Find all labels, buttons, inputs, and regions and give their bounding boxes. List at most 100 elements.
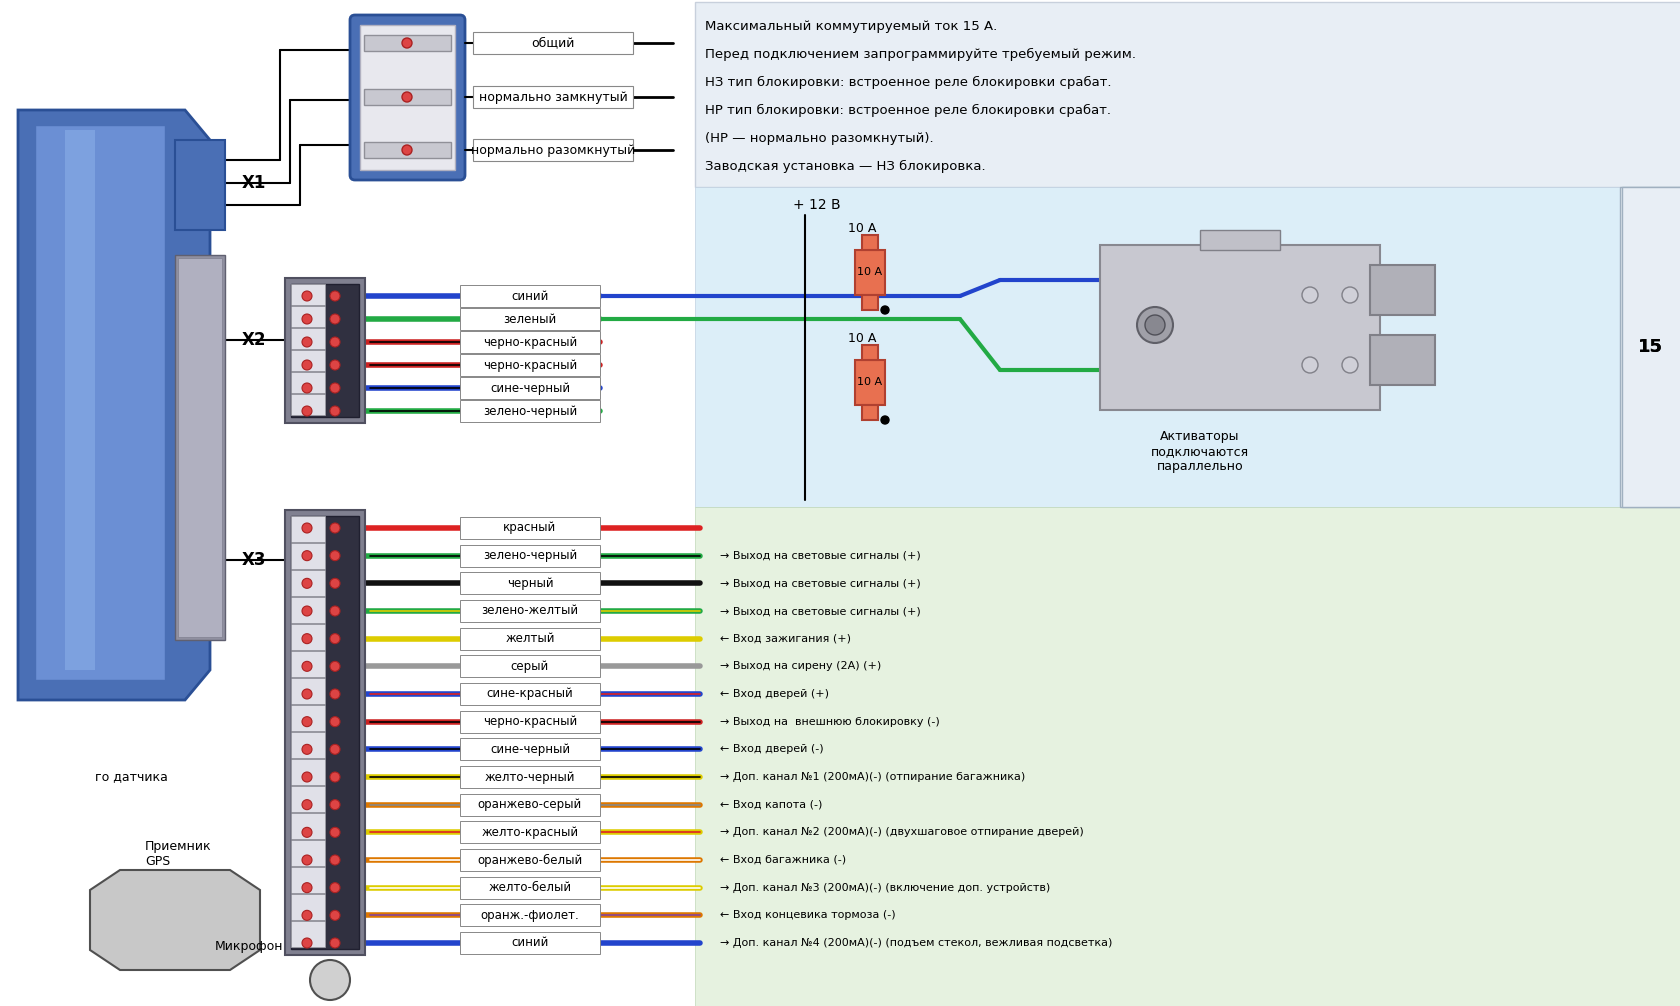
- Circle shape: [329, 772, 339, 782]
- Circle shape: [302, 337, 312, 347]
- Circle shape: [329, 360, 339, 370]
- Circle shape: [329, 744, 339, 754]
- Bar: [855, 250, 884, 295]
- Circle shape: [1341, 357, 1357, 373]
- Text: Перед подключением запрограммируйте требуемый режим.: Перед подключением запрограммируйте треб…: [704, 48, 1136, 61]
- Text: X3: X3: [242, 551, 267, 569]
- Bar: [460, 285, 600, 307]
- Circle shape: [329, 661, 339, 671]
- Circle shape: [329, 938, 339, 948]
- Text: Приемник
GPS: Приемник GPS: [144, 840, 212, 868]
- Bar: [460, 876, 600, 898]
- Text: синий: синий: [511, 290, 548, 303]
- Text: ← Вход концевика тормоза (-): ← Вход концевика тормоза (-): [719, 910, 895, 920]
- Circle shape: [302, 291, 312, 301]
- Text: общий: общий: [531, 36, 575, 49]
- Circle shape: [302, 661, 312, 671]
- Text: → Доп. канал №1 (200мА)(-) (отпирание багажника): → Доп. канал №1 (200мА)(-) (отпирание ба…: [719, 772, 1025, 782]
- Circle shape: [302, 855, 312, 865]
- Circle shape: [302, 314, 312, 324]
- Text: желто-красный: желто-красный: [480, 826, 578, 839]
- Text: 15: 15: [1636, 338, 1662, 356]
- Bar: [291, 813, 324, 839]
- Bar: [291, 624, 324, 650]
- Bar: [1369, 335, 1435, 385]
- Bar: [855, 360, 884, 405]
- Text: сине-черный: сине-черный: [489, 381, 570, 394]
- Bar: [1369, 265, 1435, 315]
- Text: 10 А: 10 А: [847, 222, 875, 235]
- Circle shape: [302, 910, 312, 920]
- Bar: [291, 328, 324, 349]
- Circle shape: [302, 634, 312, 644]
- Circle shape: [302, 360, 312, 370]
- Text: нормально замкнутый: нормально замкнутый: [479, 91, 627, 104]
- Circle shape: [309, 960, 349, 1000]
- Text: желто-белый: желто-белый: [489, 881, 571, 894]
- Circle shape: [329, 800, 339, 810]
- Text: сине-красный: сине-красный: [486, 687, 573, 700]
- Polygon shape: [91, 870, 260, 970]
- Bar: [460, 655, 600, 677]
- Circle shape: [329, 291, 339, 301]
- Bar: [460, 904, 600, 927]
- Bar: [291, 516, 360, 949]
- Bar: [460, 331, 600, 353]
- Circle shape: [329, 716, 339, 726]
- Text: → Выход на световые сигналы (+): → Выход на световые сигналы (+): [719, 606, 921, 616]
- Bar: [291, 732, 324, 758]
- Circle shape: [329, 634, 339, 644]
- Circle shape: [402, 92, 412, 102]
- Bar: [862, 235, 877, 250]
- Bar: [291, 394, 324, 415]
- Bar: [460, 794, 600, 816]
- Circle shape: [302, 716, 312, 726]
- Bar: [291, 759, 324, 785]
- Bar: [291, 597, 324, 623]
- Circle shape: [329, 523, 339, 533]
- Text: зелено-черный: зелено-черный: [482, 404, 576, 417]
- Text: го датчика: го датчика: [96, 770, 168, 783]
- Bar: [175, 255, 225, 640]
- Bar: [460, 738, 600, 761]
- Text: оранж.-фиолет.: оранж.-фиолет.: [480, 908, 580, 921]
- Circle shape: [329, 383, 339, 393]
- Circle shape: [302, 606, 312, 616]
- Circle shape: [302, 800, 312, 810]
- Circle shape: [402, 38, 412, 48]
- Text: ← Вход дверей (-): ← Вход дверей (-): [719, 744, 823, 754]
- Bar: [862, 405, 877, 420]
- Circle shape: [1302, 287, 1317, 303]
- Circle shape: [329, 550, 339, 560]
- Text: 10 А: 10 А: [857, 377, 882, 387]
- Bar: [66, 130, 96, 670]
- Circle shape: [302, 827, 312, 837]
- Bar: [460, 932, 600, 954]
- Text: Максимальный коммутируемый ток 15 А.: Максимальный коммутируемый ток 15 А.: [704, 20, 996, 33]
- Circle shape: [1136, 307, 1173, 343]
- Bar: [365, 142, 450, 158]
- Text: Микрофон: Микрофон: [215, 940, 284, 953]
- Bar: [178, 258, 222, 637]
- Bar: [286, 510, 365, 955]
- Circle shape: [329, 827, 339, 837]
- Bar: [291, 705, 324, 731]
- Bar: [291, 350, 324, 371]
- Text: синий: синий: [511, 937, 548, 950]
- Bar: [694, 2, 1680, 187]
- Text: желто-черный: желто-черный: [484, 771, 575, 784]
- Text: НР тип блокировки: встроенное реле блокировки срабат.: НР тип блокировки: встроенное реле блоки…: [704, 104, 1110, 117]
- Bar: [460, 517, 600, 539]
- Circle shape: [329, 578, 339, 589]
- Bar: [460, 628, 600, 650]
- Polygon shape: [18, 110, 210, 700]
- Text: (НР — нормально разомкнутый).: (НР — нормально разомкнутый).: [704, 132, 932, 145]
- Circle shape: [329, 910, 339, 920]
- Bar: [460, 600, 600, 622]
- Bar: [291, 840, 324, 866]
- Bar: [460, 821, 600, 843]
- Bar: [291, 516, 324, 542]
- Text: желтый: желтый: [506, 632, 554, 645]
- Text: зелено-желтый: зелено-желтый: [480, 605, 578, 618]
- Text: ← Вход зажигания (+): ← Вход зажигания (+): [719, 634, 850, 644]
